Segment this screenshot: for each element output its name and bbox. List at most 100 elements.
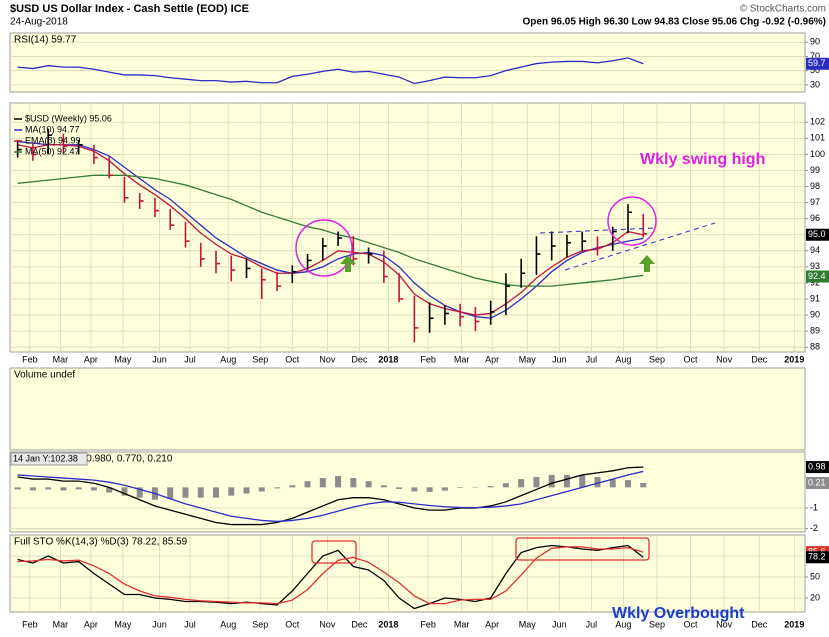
histogram-bar — [45, 487, 52, 490]
cursor-box — [10, 452, 88, 466]
trendline — [539, 227, 656, 234]
trendline — [564, 222, 716, 271]
x-tick-label: Jul — [586, 619, 598, 629]
x-tick-label: Aug — [220, 354, 236, 364]
x-tick-label: Mar — [53, 619, 69, 629]
panel — [9, 32, 806, 93]
x-tick-label: 2018 — [378, 354, 398, 364]
x-tick-label: Aug — [615, 619, 631, 629]
histogram-bar — [563, 474, 570, 488]
marker-label: 95.0 — [808, 229, 826, 239]
x-tick-label: Nov — [716, 619, 733, 629]
x-tick-label: May — [114, 619, 132, 629]
histogram-bar — [182, 487, 189, 498]
x-tick-label: Nov — [716, 354, 733, 364]
histogram-bar — [121, 487, 128, 496]
line — [17, 57, 644, 85]
y-tick-label: 98 — [810, 181, 820, 191]
x-tick-label: 2019 — [784, 619, 804, 629]
y-tick-label: 97 — [810, 197, 820, 207]
histogram-bar — [14, 487, 21, 490]
histogram-bar — [258, 487, 265, 492]
x-tick-label: Mar — [53, 354, 69, 364]
marker-label: 0.21 — [808, 477, 826, 487]
x-tick-label: Jul — [184, 619, 196, 629]
histogram-bar — [579, 474, 586, 488]
line — [17, 466, 644, 526]
legend-label: MA(50) 92.47 — [25, 146, 80, 156]
panel-label: Full STO %K(14,3) %D(3) 78.22, 85.59 — [14, 537, 188, 548]
y-tick-label: 50 — [810, 65, 820, 75]
legend-label: $USD (Weekly) 95.06 — [25, 113, 112, 123]
histogram-bar — [365, 481, 372, 488]
x-tick-label: Apr — [485, 354, 499, 364]
histogram-bar — [441, 487, 448, 491]
marker-box — [806, 477, 829, 490]
marker-box — [806, 551, 829, 564]
histogram-bar — [609, 479, 616, 488]
y-tick-label: 90 — [810, 309, 820, 319]
legend-label: EMA(8) 94.99 — [25, 135, 81, 145]
x-tick-label: Sep — [649, 354, 665, 364]
histogram-bar — [624, 480, 631, 488]
histogram-bar — [90, 487, 97, 491]
y-tick-label: 96 — [810, 213, 820, 223]
y-tick-label: 20 — [810, 592, 820, 602]
marker-label: 78.2 — [808, 552, 826, 562]
histogram-bar — [319, 478, 326, 488]
panel — [9, 102, 806, 353]
x-tick-label: Sep — [649, 619, 665, 629]
x-tick-label: Jul — [184, 354, 196, 364]
x-tick-label: May — [519, 619, 537, 629]
quote: Open 96.05 High 96.30 Low 94.83 Close 95… — [523, 17, 826, 28]
y-tick-label: 102 — [810, 117, 825, 127]
y-tick-label: 99 — [810, 165, 820, 175]
line — [17, 470, 644, 523]
x-tick-label: Aug — [615, 354, 631, 364]
histogram-bar — [243, 487, 250, 494]
y-tick-label: 30 — [810, 79, 820, 89]
histogram-bar — [533, 477, 540, 488]
line — [17, 546, 644, 605]
y-tick-label: 93 — [810, 261, 820, 271]
arrow — [340, 255, 356, 272]
line — [17, 140, 644, 319]
plot: 90 70 50 30 RSI(14) 59.77 59.7 Feb Mar Apr May Jun… — [9, 32, 829, 629]
x-tick-label: Dec — [751, 354, 768, 364]
line — [17, 174, 644, 287]
histogram-bar — [548, 474, 555, 488]
line — [17, 144, 644, 316]
x-tick-label: Mar — [454, 354, 470, 364]
y-tick-label: 89 — [810, 325, 820, 335]
histogram-bar — [335, 475, 342, 488]
histogram-bar — [304, 481, 311, 488]
marker-label: 59.7 — [808, 58, 826, 68]
panel-label: Volume undef — [14, 370, 75, 381]
histogram-bar — [136, 487, 143, 498]
y-tick-label: -2 — [810, 523, 818, 533]
x-tick-label: Aug — [220, 619, 236, 629]
histogram-bar — [396, 487, 403, 490]
x-tick-label: Apr — [485, 619, 499, 629]
x-tick-label: Jun — [152, 619, 167, 629]
marker-box — [806, 57, 829, 70]
cursor-label: 14 Jan Y:102.38 — [13, 453, 78, 463]
histogram-bar — [350, 478, 357, 488]
histogram-bar — [640, 483, 647, 488]
x-tick-label: Apr — [84, 619, 98, 629]
panel-label: MACD(12,26,9) 0.980, 0.770, 0.210 — [14, 454, 173, 465]
marker-label: 92.4 — [808, 271, 826, 281]
y-tick-label: 100 — [810, 149, 825, 159]
annotation: Wkly Overbought — [612, 605, 745, 622]
x-tick-label: Mar — [454, 619, 470, 629]
histogram-bar — [487, 486, 494, 488]
histogram-bar — [289, 485, 296, 488]
histogram-bar — [228, 487, 235, 496]
highlight-box — [515, 537, 650, 561]
x-tick-label: Dec — [351, 619, 368, 629]
histogram-bar — [411, 487, 418, 492]
x-tick-label: Feb — [22, 619, 38, 629]
x-tick-label: Jun — [552, 354, 567, 364]
y-tick-label: 70 — [810, 51, 820, 61]
